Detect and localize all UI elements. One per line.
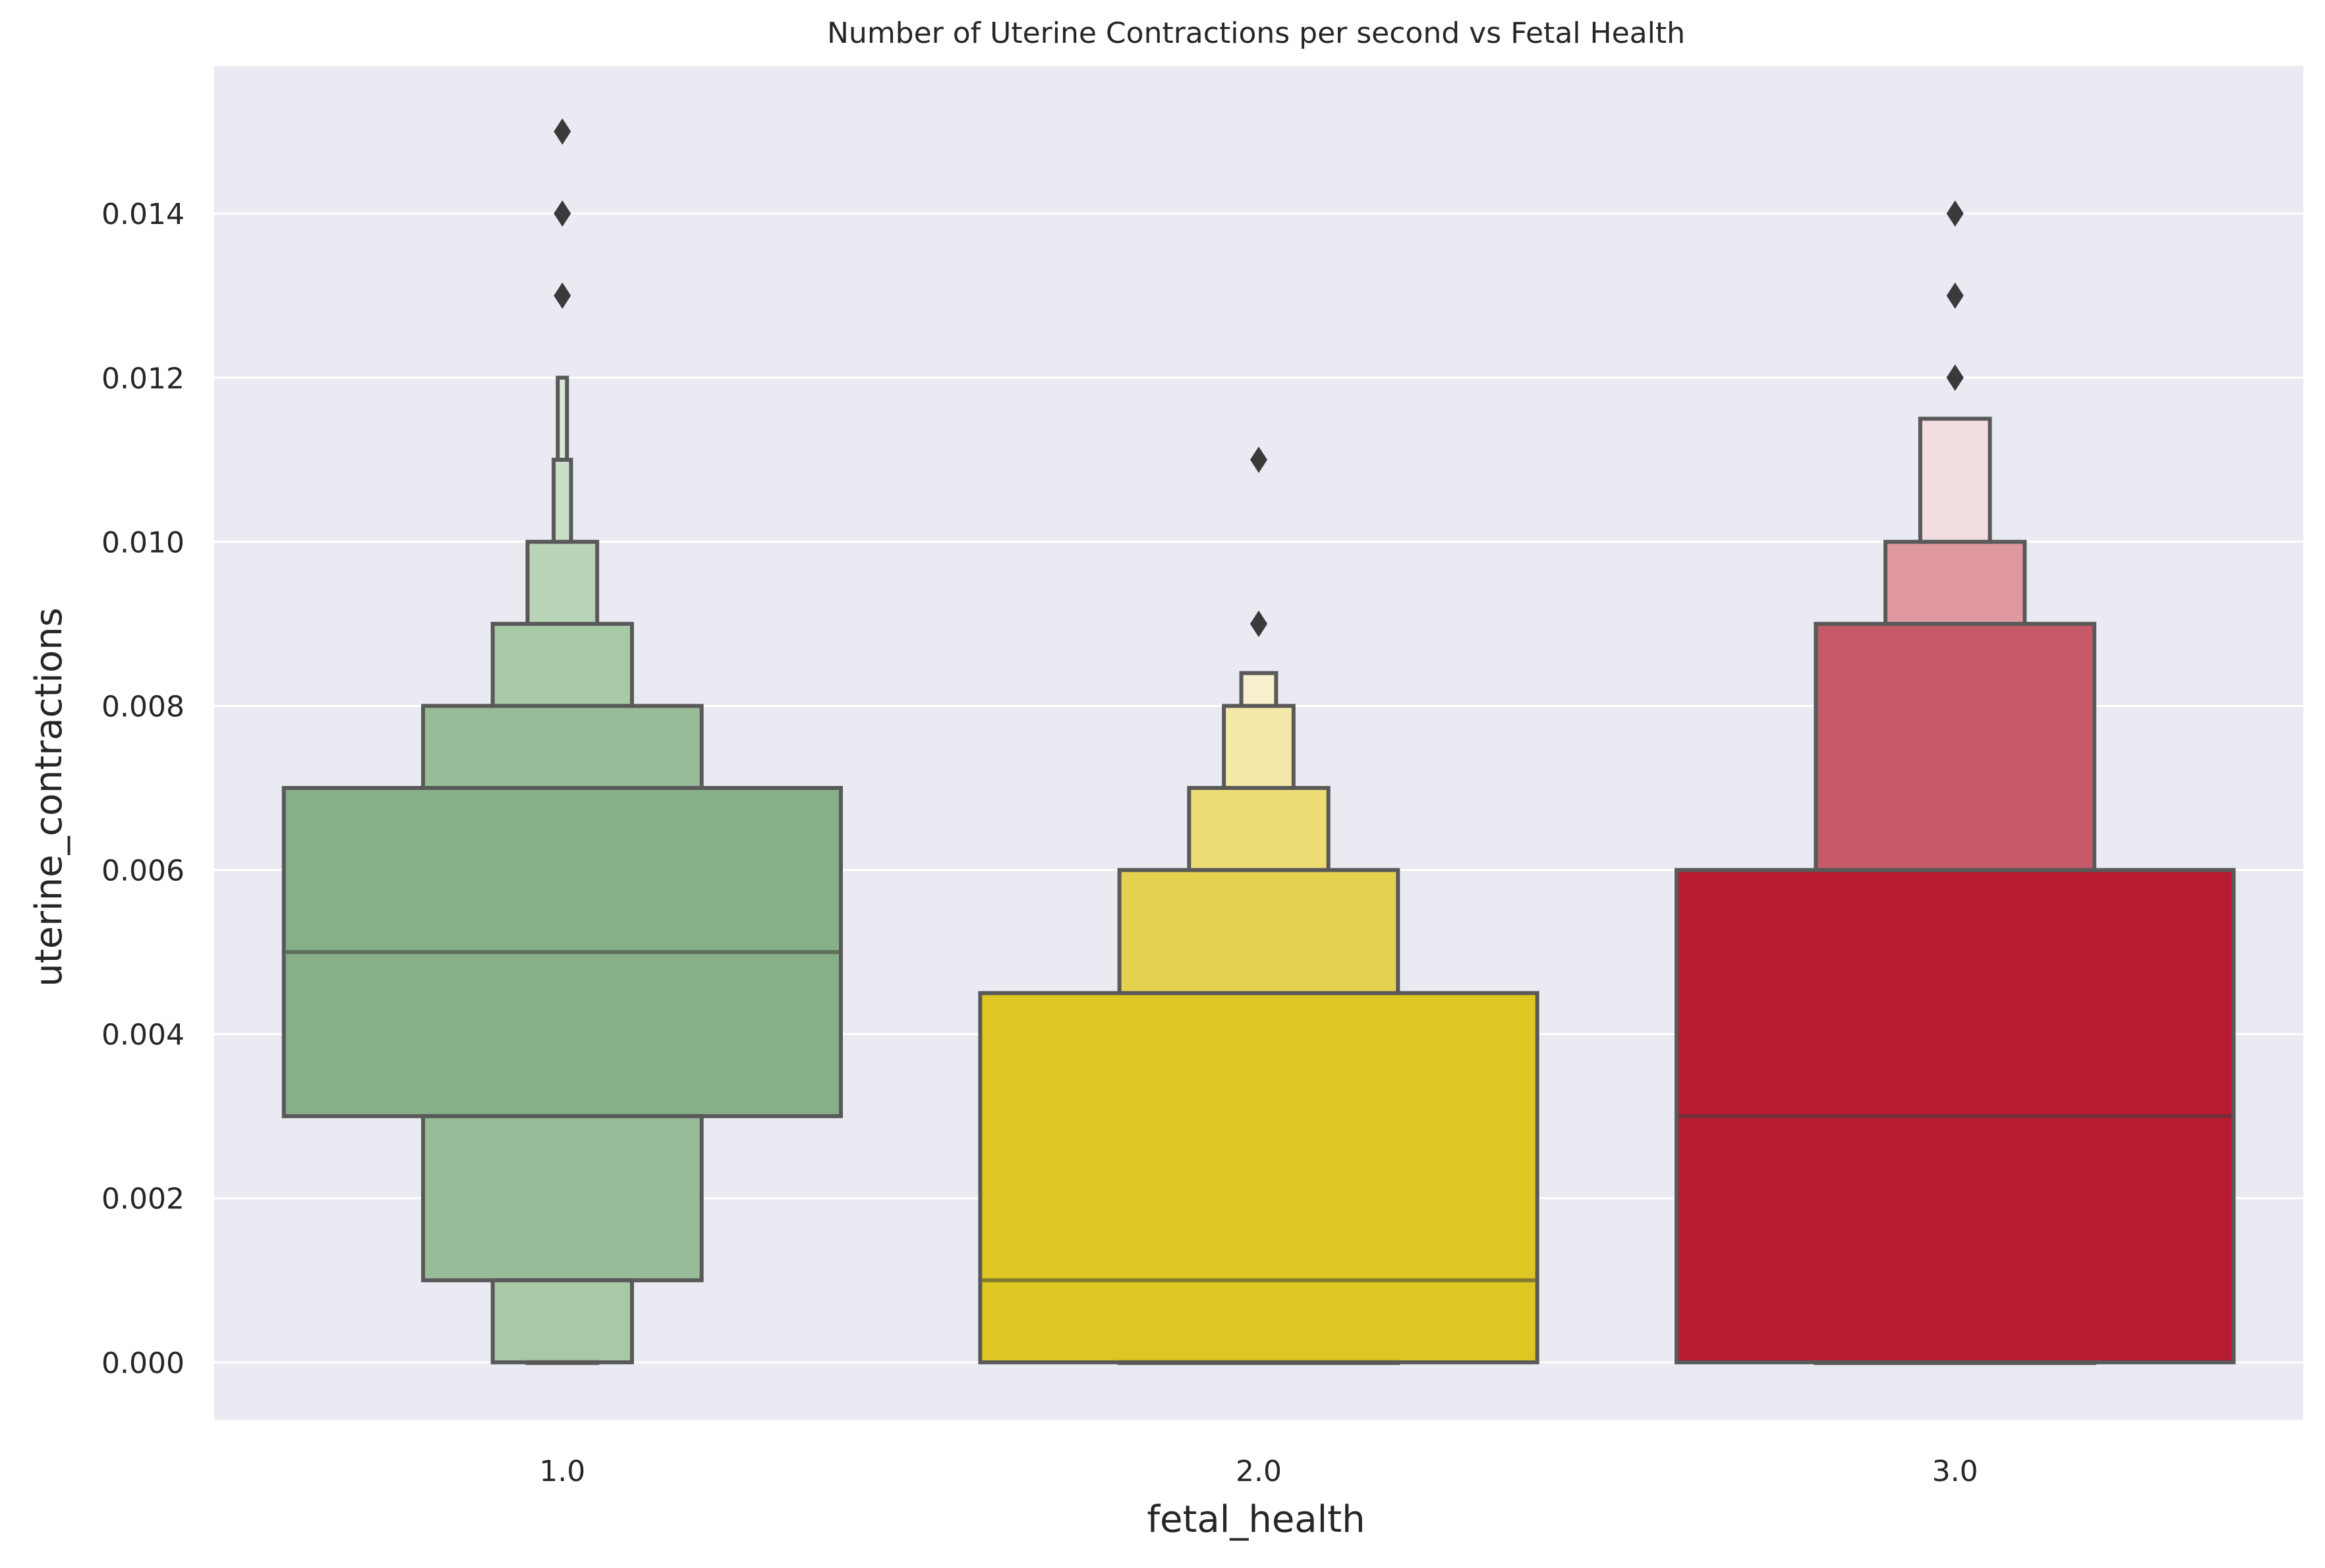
y-axis-label: uterine_contractions: [28, 607, 71, 987]
boxen-box: [525, 540, 600, 626]
y-tick-label: 0.004: [101, 1019, 185, 1052]
boxen-box: [552, 457, 573, 544]
y-tick-label: 0.006: [101, 854, 185, 888]
y-tick-label: 0.010: [101, 526, 185, 559]
boxen-box: [1814, 1360, 2096, 1365]
chart-title: Number of Uterine Contractions per secon…: [827, 16, 1685, 50]
boxen-box: [1814, 621, 2096, 872]
outlier-point: [554, 118, 571, 145]
boxen-box: [490, 1278, 635, 1364]
boxen-box: [1187, 786, 1331, 872]
x-tick-label: 2.0: [1236, 1455, 1282, 1488]
boxen-box: [421, 1114, 704, 1283]
outlier-point: [554, 200, 571, 227]
x-axis-label: fetal_health: [1147, 1498, 1365, 1541]
boxen-box: [1117, 868, 1400, 995]
boxen-box: [1222, 704, 1296, 791]
boxen-box: [1918, 416, 1992, 544]
y-tick-label: 0.014: [101, 198, 185, 231]
boxen-box: [490, 621, 635, 708]
x-axis-ticks: 1.0 2.0 3.0: [539, 1455, 1978, 1488]
boxen-box: [421, 704, 704, 791]
outlier-point: [1250, 610, 1267, 637]
boxen-groups: [281, 376, 2236, 1365]
outlier-point: [554, 282, 571, 309]
outlier-point: [1946, 200, 1964, 227]
y-tick-label: 0.008: [101, 690, 185, 723]
boxen-box: [978, 991, 1539, 1364]
outlier-points: [554, 118, 1964, 637]
boxen-box: [1883, 540, 2027, 626]
boxen-group-1.0: [281, 376, 843, 1365]
x-tick-label: 3.0: [1932, 1455, 1978, 1488]
y-axis-ticks: 0.000 0.002 0.004 0.006 0.008 0.010 0.012 0.014: [101, 198, 185, 1380]
boxen-group-3.0: [1675, 416, 2236, 1365]
x-tick-label: 1.0: [539, 1455, 585, 1488]
boxen-box: [1239, 671, 1278, 708]
outlier-point: [1250, 446, 1267, 473]
y-tick-label: 0.000: [101, 1347, 185, 1380]
y-tick-label: 0.012: [101, 362, 185, 395]
boxen-group-2.0: [978, 671, 1539, 1365]
outlier-point: [1946, 282, 1964, 309]
y-tick-label: 0.002: [101, 1183, 185, 1216]
boxen-box: [1117, 1360, 1400, 1365]
boxen-box: [556, 376, 569, 462]
outlier-point: [1946, 364, 1964, 391]
boxen-box: [525, 1360, 600, 1365]
